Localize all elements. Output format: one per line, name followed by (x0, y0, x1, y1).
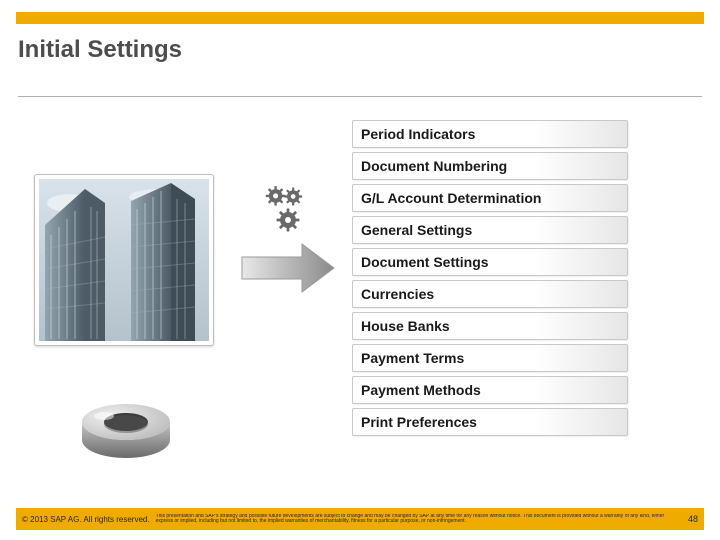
list-item: G/L Account Determination (352, 184, 628, 212)
list-item: Currencies (352, 280, 628, 308)
page-number: 48 (688, 514, 704, 524)
list-item-label: Print Preferences (361, 414, 477, 430)
arrow-right-icon (240, 242, 336, 294)
copyright-text: © 2013 SAP AG. All rights reserved. (16, 515, 150, 524)
top-accent-bar (16, 12, 704, 24)
list-item: Period Indicators (352, 120, 628, 148)
page-title: Initial Settings (18, 36, 182, 64)
footer-bar: © 2013 SAP AG. All rights reserved. This… (16, 508, 704, 530)
list-item-label: Payment Terms (361, 350, 464, 366)
ring-3d-icon (74, 398, 178, 464)
title-divider (18, 96, 702, 97)
list-item: House Banks (352, 312, 628, 340)
list-item: Payment Methods (352, 376, 628, 404)
list-item-label: House Banks (361, 318, 450, 334)
list-item-label: Payment Methods (361, 382, 481, 398)
gears-icon (262, 184, 318, 234)
slide: Initial Settings (0, 0, 720, 540)
list-item-label: Document Numbering (361, 158, 507, 174)
settings-list: Period Indicators Document Numbering G/L… (352, 120, 628, 440)
list-item-label: G/L Account Determination (361, 190, 541, 206)
list-item: Print Preferences (352, 408, 628, 436)
disclaimer-text: This presentation and SAP's strategy and… (150, 514, 688, 525)
list-item: General Settings (352, 216, 628, 244)
list-item-label: Period Indicators (361, 126, 475, 142)
list-item-label: Document Settings (361, 254, 489, 270)
office-towers-photo (34, 174, 214, 346)
list-item: Payment Terms (352, 344, 628, 372)
list-item: Document Settings (352, 248, 628, 276)
list-item: Document Numbering (352, 152, 628, 180)
list-item-label: Currencies (361, 286, 434, 302)
list-item-label: General Settings (361, 222, 472, 238)
